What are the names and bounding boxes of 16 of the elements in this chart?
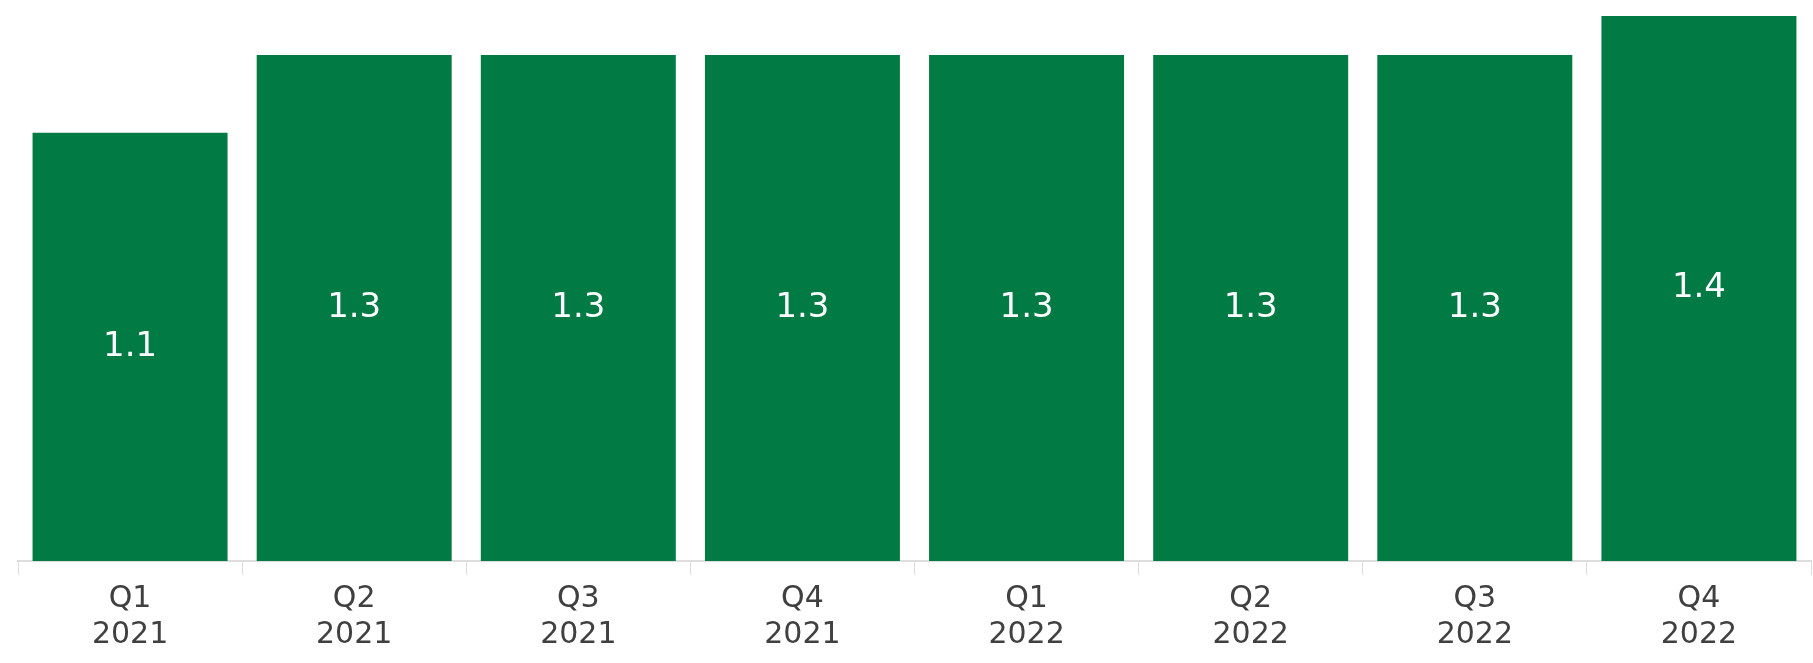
x-tick-label: Q1 2021 [91, 578, 169, 650]
x-tick-label: Q4 2021 [764, 578, 841, 650]
data-label: 1.3 [551, 284, 606, 325]
x-tick-label: Q4 2022 [1660, 578, 1738, 650]
x-tick-label: Q3 2021 [540, 578, 617, 650]
x-tick-label: Q2 2021 [316, 578, 393, 650]
data-label: 1.3 [327, 284, 382, 325]
data-label: 1.1 [103, 323, 158, 364]
data-label: 1.3 [1223, 284, 1278, 325]
x-tick-label: Q2 2022 [1212, 578, 1289, 650]
data-label: 1.4 [1671, 265, 1726, 306]
x-tick-label: Q1 2022 [988, 578, 1065, 650]
x-tick-label: Q3 2022 [1436, 578, 1513, 650]
data-label: 1.3 [775, 284, 830, 325]
data-label: 1.3 [999, 284, 1054, 325]
data-label: 1.3 [1447, 284, 1502, 325]
